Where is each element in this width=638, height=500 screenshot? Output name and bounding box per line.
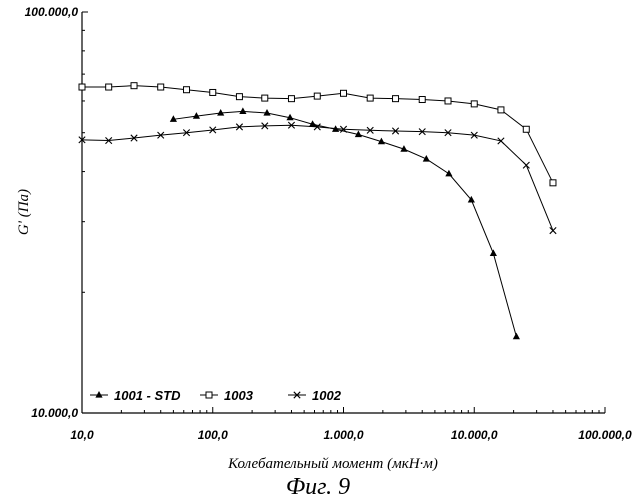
data-point-square (470, 100, 478, 108)
series-triangle (169, 107, 520, 340)
data-point-triangle (354, 130, 362, 138)
data-point-triangle (308, 120, 317, 127)
data-point-x (235, 123, 244, 131)
data-point-square (157, 83, 165, 91)
data-point-x (313, 123, 321, 131)
series-layer (78, 82, 557, 340)
data-point-x (130, 134, 138, 142)
data-point-triangle (512, 332, 520, 340)
axis-ticks (81, 11, 606, 414)
x-tick-label: 10,0 (70, 428, 94, 442)
plot-area (81, 12, 605, 414)
data-point-x (182, 129, 191, 137)
data-point-square (235, 93, 243, 101)
data-point-triangle (422, 154, 430, 162)
legend: 1001 - STD 1003 1002 (90, 388, 342, 403)
legend-item: 1003 (200, 388, 254, 403)
y-axis-label: G' (Па) (16, 189, 32, 235)
data-point-square (522, 125, 530, 133)
data-point-x (261, 122, 269, 130)
data-point-square (313, 92, 321, 100)
data-point-square (183, 86, 191, 94)
data-point-triangle (95, 391, 103, 398)
figure-caption: Фиг. 9 (286, 474, 350, 500)
y-tick-label: 10.000,0 (31, 406, 78, 420)
data-point-x (444, 129, 452, 137)
data-point-triangle (217, 108, 225, 116)
data-point-x (157, 131, 165, 139)
data-point-x (287, 121, 296, 129)
data-point-square (130, 82, 138, 90)
data-point-triangle (263, 108, 271, 116)
data-point-x (366, 126, 374, 134)
data-point-square (444, 97, 452, 105)
legend-label: 1002 (312, 388, 342, 403)
data-point-square (105, 83, 113, 91)
data-point-x (339, 125, 348, 133)
data-point-x (105, 136, 113, 145)
data-point-x (391, 127, 400, 135)
data-point-square (287, 95, 295, 103)
data-point-triangle (377, 137, 386, 145)
x-tick-labels: 10,0 100,0 1.000,0 10.000,0 100.000,0 (70, 428, 632, 442)
data-point-x (209, 126, 217, 134)
data-point-triangle (467, 195, 475, 203)
data-point-triangle (445, 169, 453, 177)
data-point-square (497, 106, 505, 114)
series-line (82, 85, 554, 184)
data-point-square (205, 391, 213, 399)
data-point-square (261, 94, 269, 102)
legend-item: 1002 (288, 388, 342, 403)
data-point-x (522, 161, 530, 169)
data-point-square (209, 88, 217, 96)
data-point-square (366, 94, 374, 102)
x-tick-label: 100,0 (198, 428, 228, 442)
data-point-triangle (239, 107, 247, 115)
data-point-square (78, 83, 86, 91)
data-point-square (549, 179, 557, 187)
data-point-x (470, 131, 478, 139)
data-point-x (497, 137, 505, 145)
series-square (78, 82, 557, 187)
x-tick-label: 10.000,0 (451, 428, 498, 442)
data-point-square (418, 96, 426, 104)
data-point-x (78, 136, 86, 144)
data-point-triangle (489, 249, 497, 257)
data-point-x (418, 128, 426, 136)
series-line (81, 124, 554, 231)
series-line (173, 110, 517, 337)
data-point-triangle (192, 112, 201, 119)
data-point-triangle (400, 145, 408, 152)
x-tick-label: 100.000,0 (578, 428, 632, 442)
data-point-triangle (169, 115, 177, 122)
x-tick-label: 1.000,0 (323, 428, 363, 442)
y-tick-label: 100.000,0 (25, 5, 79, 19)
y-tick-labels: 10.000,0 100.000,0 (25, 5, 79, 420)
data-point-triangle (286, 113, 294, 121)
x-axis-label: Колебательный момент (мкН·м) (227, 456, 438, 472)
series-x (78, 121, 557, 235)
legend-item: 1001 - STD (90, 388, 181, 403)
data-point-square (340, 89, 347, 97)
data-point-square (392, 95, 400, 103)
data-point-x (549, 227, 557, 235)
legend-label: 1001 - STD (114, 388, 181, 403)
data-point-x (293, 391, 301, 399)
legend-label: 1003 (224, 388, 254, 403)
